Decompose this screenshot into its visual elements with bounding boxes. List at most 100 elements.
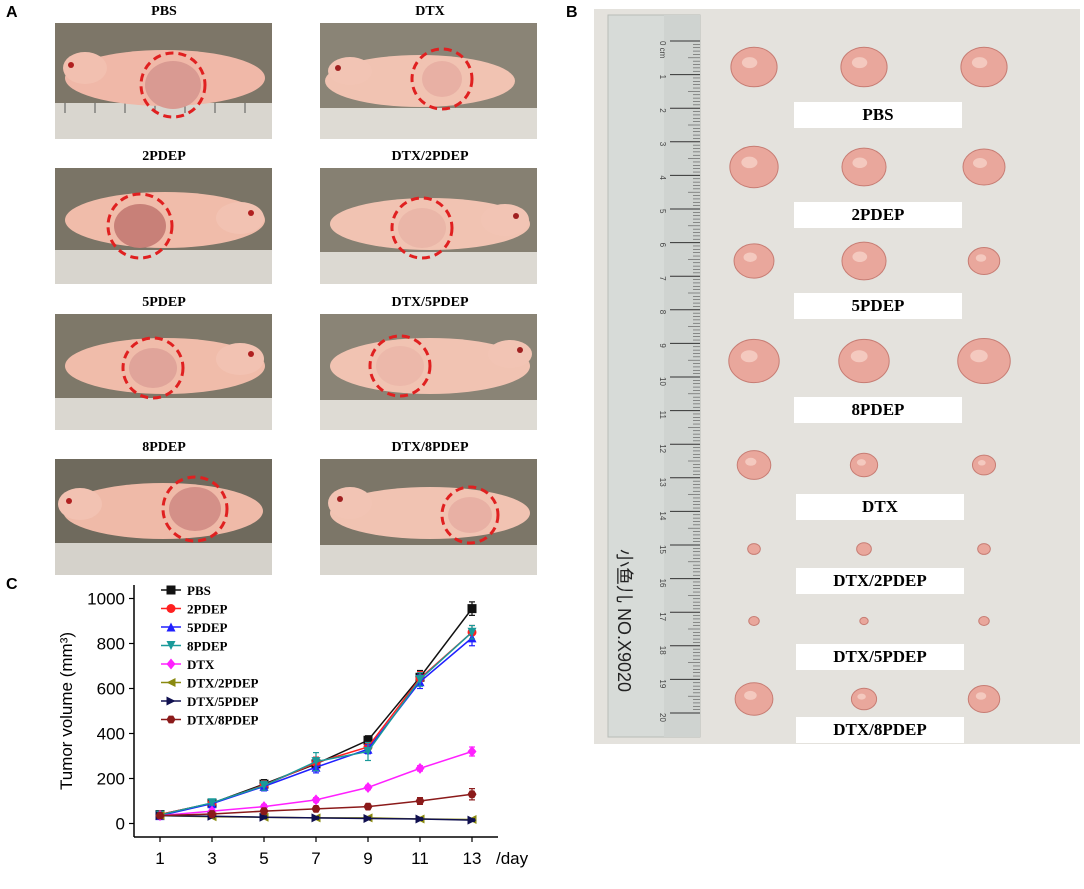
mouse-photo-dtx-2pdep — [320, 168, 537, 284]
y-tick-label: 400 — [97, 725, 125, 744]
legend-label: DTX/2PDEP — [187, 676, 259, 691]
panel-letter-b: B — [566, 4, 578, 21]
tumor-highlight — [973, 158, 987, 168]
tumor-highlight — [971, 57, 988, 69]
x-tick-label: 1 — [155, 849, 164, 868]
y-tick-label: 800 — [97, 635, 125, 654]
data-point — [166, 715, 176, 724]
data-point — [467, 746, 477, 757]
tumor-group-label: DTX/5PDEP — [796, 644, 964, 670]
mouse-label: 2PDEP — [142, 149, 186, 164]
data-point — [207, 810, 217, 818]
tumor-specimen — [747, 543, 761, 555]
y-tick-label: 1000 — [87, 590, 125, 609]
data-point — [363, 814, 373, 824]
data-point — [166, 585, 176, 595]
data-point — [467, 627, 477, 637]
legend-label: 5PDEP — [187, 620, 228, 635]
data-point — [155, 811, 165, 820]
ruler-tick-label: 18 — [658, 646, 667, 655]
ruler-tick-label: 17 — [658, 612, 667, 621]
y-tick-label: 0 — [116, 815, 125, 834]
ruler-tick-label: 6 — [658, 243, 667, 248]
mouse-label: 5PDEP — [142, 295, 186, 310]
data-point — [166, 622, 176, 632]
tumor-specimen — [977, 543, 991, 555]
tumor-highlight — [851, 57, 868, 69]
data-point — [311, 757, 321, 767]
tumor-highlight — [741, 57, 758, 69]
tumor-highlight — [977, 460, 986, 466]
tumor-highlight — [850, 350, 868, 363]
data-point — [467, 604, 477, 614]
mouse-label: DTX/5PDEP — [391, 295, 469, 310]
mouse-label: DTX/8PDEP — [391, 440, 469, 455]
tumor-highlight — [852, 157, 868, 169]
ruler-tick-label: 19 — [658, 679, 667, 688]
tumor-specimen — [978, 616, 990, 626]
tumor-highlight — [975, 254, 987, 262]
tumor-highlight — [740, 350, 758, 363]
tumor-specimen — [859, 616, 869, 626]
ruler-tick-label: 15 — [658, 545, 667, 554]
ruler-tick-label: 1 — [658, 75, 667, 80]
series-dtx-8pdep — [155, 788, 477, 820]
legend-label: 2PDEP — [187, 602, 228, 617]
tumor-highlight — [741, 156, 758, 169]
x-axis-label: /day — [496, 849, 529, 868]
tumor-highlight — [744, 690, 757, 700]
legend-label: PBS — [187, 583, 211, 598]
data-point — [415, 814, 425, 824]
ruler-tick-label: 14 — [658, 511, 667, 520]
ruler-tick-label: 5 — [658, 209, 667, 214]
chart-legend: PBS 2PDEP 5PDEP 8PDEP DTX DTX/2PDEP DTX/5PDEP D… — [161, 583, 259, 728]
mouse-label: DTX/2PDEP — [391, 149, 469, 164]
ruler-tick-label: 13 — [658, 478, 667, 487]
x-tick-label: 5 — [259, 849, 268, 868]
data-point — [415, 797, 425, 805]
ruler-tick-label: 4 — [658, 175, 667, 180]
tumor-highlight — [970, 349, 988, 363]
y-axis-label: Tumor volume (mm³) — [57, 632, 76, 790]
tumor-group-label: 8PDEP — [794, 397, 962, 423]
series-dtx-5pdep — [155, 811, 477, 825]
legend-label: DTX/5PDEP — [187, 694, 259, 709]
data-point — [415, 762, 425, 774]
tumor-highlight — [975, 692, 987, 700]
panel-letter-a: A — [6, 4, 18, 21]
mouse-photo-dtx — [320, 23, 537, 139]
mouse-label: 8PDEP — [142, 440, 186, 455]
data-point — [363, 782, 373, 793]
mouse-photo-dtx-5pdep — [320, 314, 537, 430]
x-tick-label: 13 — [463, 849, 482, 868]
y-tick-label: 200 — [97, 770, 125, 789]
data-point — [259, 781, 269, 791]
mouse-photo-5pdep — [55, 314, 272, 430]
y-tick-label: 600 — [97, 680, 125, 699]
legend-label: DTX — [187, 657, 215, 672]
data-point — [363, 735, 373, 745]
mouse-photo-2pdep — [55, 168, 272, 284]
tumor-group-label: 5PDEP — [794, 293, 962, 319]
data-point — [166, 641, 176, 650]
tumor-specimen — [856, 542, 872, 556]
tumor-group-label: PBS — [794, 102, 962, 128]
ruler-tick-label: 12 — [658, 444, 667, 453]
data-point — [311, 794, 321, 806]
tumor-highlight — [852, 251, 868, 263]
panel-letter-c: C — [6, 576, 18, 593]
tumor-group-label: DTX — [796, 494, 964, 520]
mouse-label: DTX — [415, 4, 445, 19]
ruler-tick-label: 3 — [658, 142, 667, 147]
ruler-tick-label: 8 — [658, 310, 667, 315]
data-point — [467, 790, 477, 799]
series-8pdep — [155, 624, 477, 820]
data-point — [311, 813, 321, 823]
ruler-tick-label: 20 — [658, 713, 667, 722]
ruler-tick-label: 11 — [658, 411, 667, 420]
x-tick-label: 11 — [411, 849, 429, 868]
ruler-tick-label: 2 — [658, 108, 667, 113]
data-point — [311, 804, 321, 813]
